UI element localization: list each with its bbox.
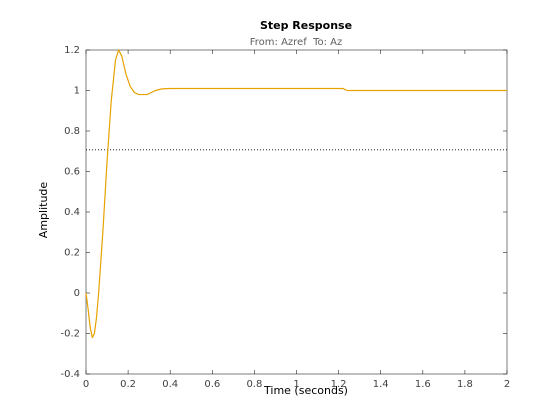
x-tick-label: 0.4 — [162, 379, 178, 390]
x-tick-label: 1.2 — [331, 379, 347, 390]
x-tick-label: 0.6 — [204, 379, 220, 390]
response-line — [85, 49, 507, 339]
x-tick-label: 1.6 — [415, 379, 431, 390]
y-tick-label: 0.4 — [64, 207, 80, 218]
x-tick-label: 0 — [83, 379, 89, 390]
chart-subtitle: From: Azref To: Az — [250, 37, 343, 48]
x-axis-label: Time (seconds) — [263, 384, 348, 397]
y-tick-label: 0.2 — [64, 248, 80, 259]
x-tick-label: 1.4 — [373, 379, 389, 390]
x-tick-label: 0.2 — [120, 379, 136, 390]
x-tick-label: 1.8 — [457, 379, 473, 390]
y-tick-label: 0.8 — [64, 126, 80, 137]
y-tick-label: 1.2 — [64, 45, 80, 56]
y-tick-label: 1 — [74, 86, 80, 97]
y-tick-label: 0.6 — [64, 167, 80, 178]
x-tick-label: 1 — [293, 379, 299, 390]
y-tick-label: -0.2 — [60, 329, 80, 340]
y-tick-label: 0 — [74, 288, 80, 299]
x-tick-label: 2 — [504, 379, 510, 390]
y-axis-label: Amplitude — [37, 182, 50, 239]
y-tick-label: -0.4 — [60, 369, 80, 380]
x-tick-label: 0.8 — [246, 379, 262, 390]
chart-title: Step Response — [260, 19, 352, 32]
